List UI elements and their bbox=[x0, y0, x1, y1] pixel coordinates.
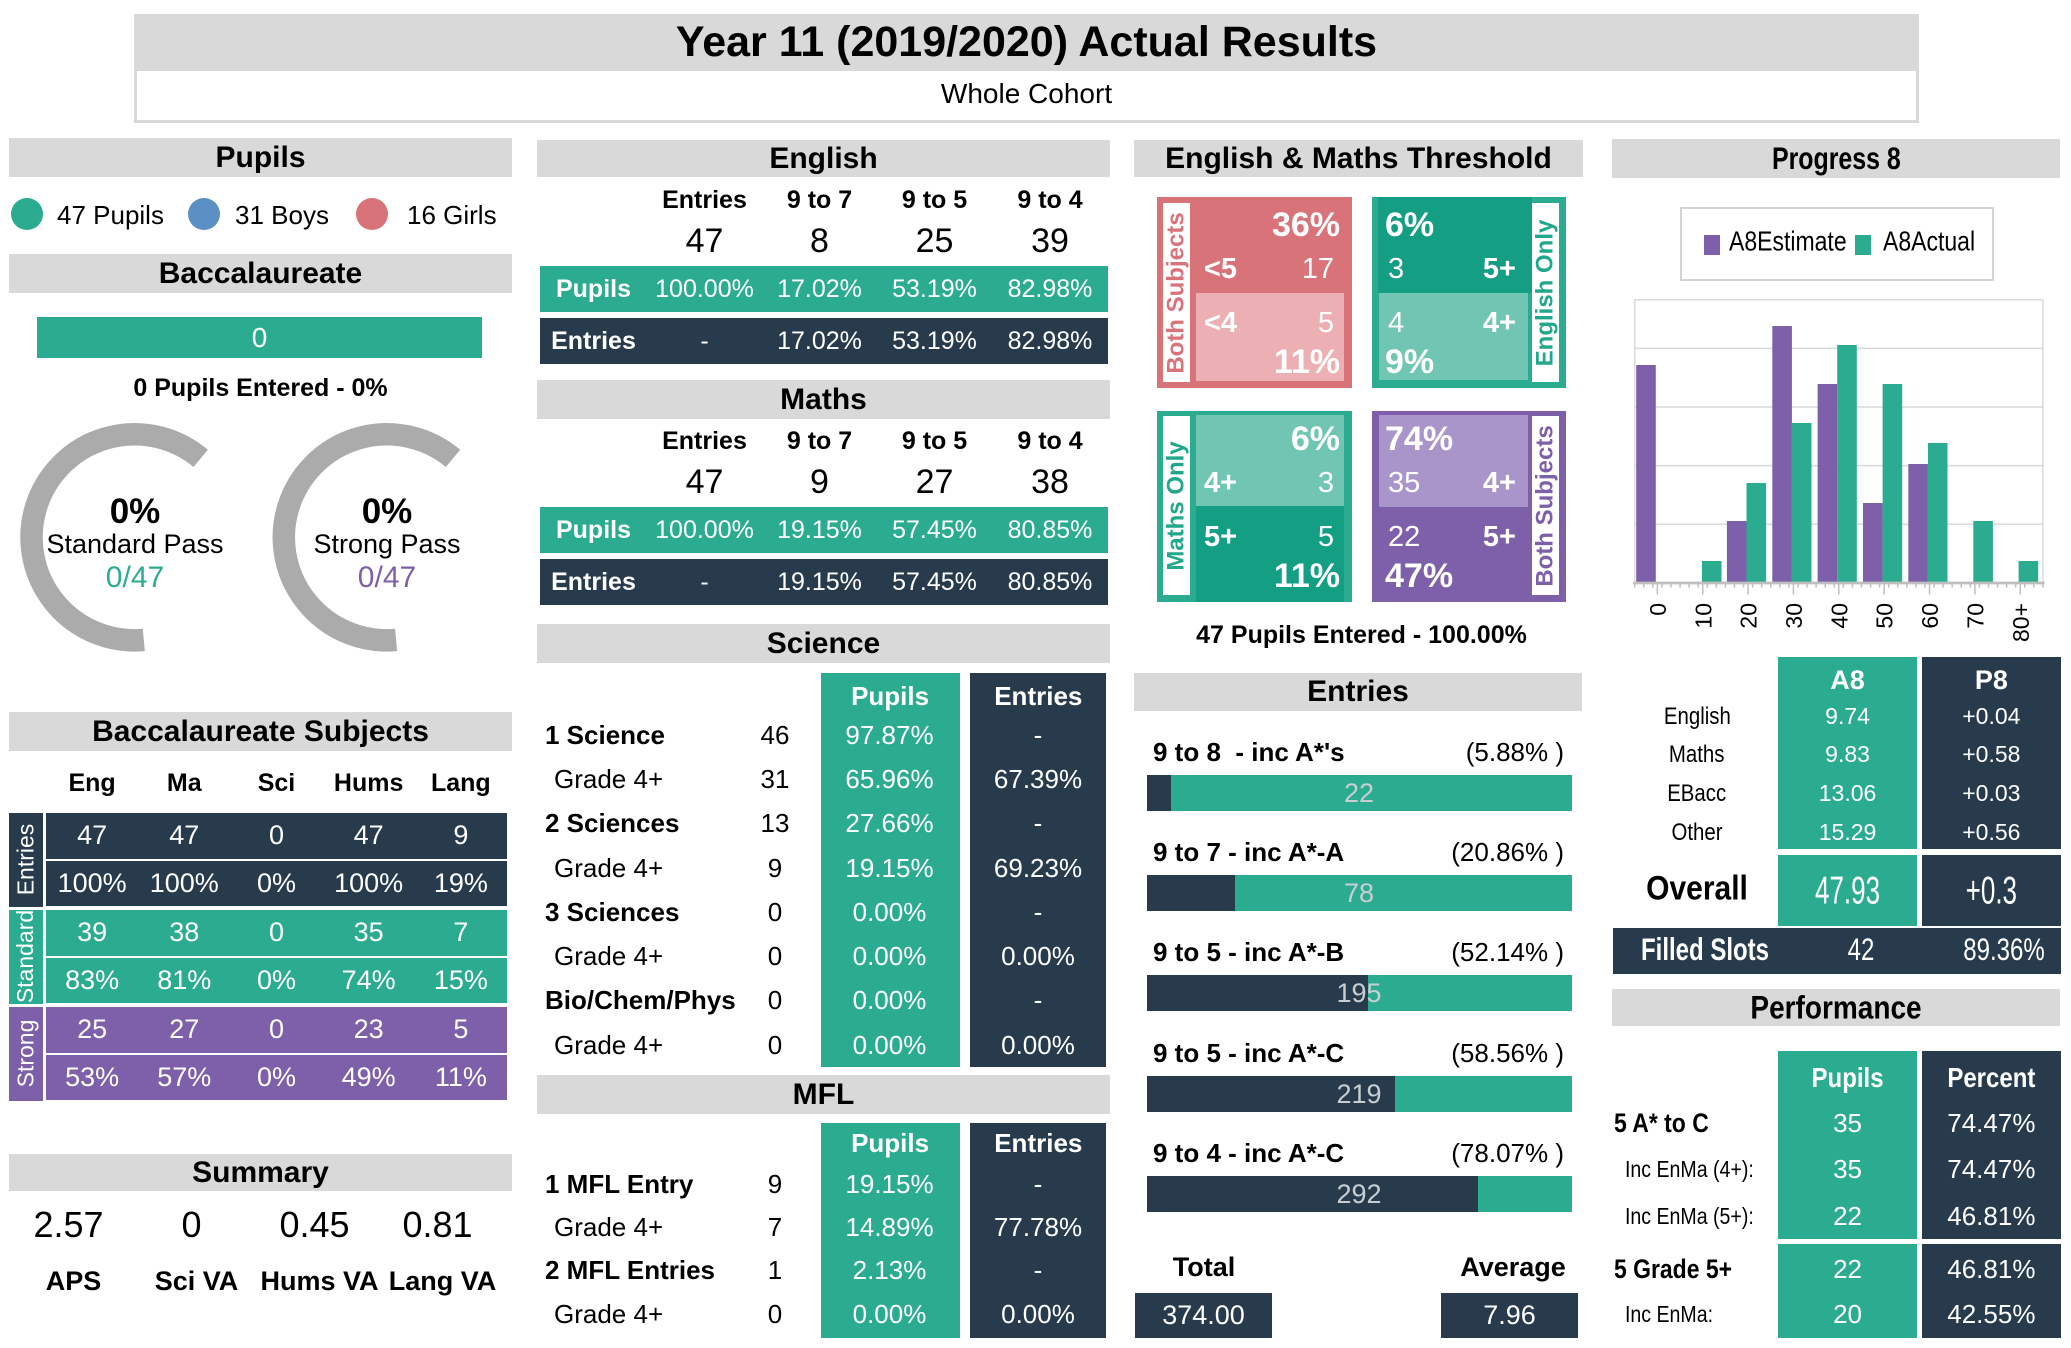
svg-text:50: 50 bbox=[1872, 603, 1898, 629]
svg-text:40: 40 bbox=[1826, 603, 1852, 629]
svg-text:80+: 80+ bbox=[2008, 603, 2034, 642]
svg-text:20: 20 bbox=[1736, 603, 1762, 629]
svg-text:60: 60 bbox=[1917, 603, 1943, 629]
svg-text:70: 70 bbox=[1962, 603, 1988, 629]
svg-text:10: 10 bbox=[1690, 603, 1716, 629]
svg-text:0: 0 bbox=[1645, 603, 1671, 616]
svg-text:30: 30 bbox=[1781, 603, 1807, 629]
